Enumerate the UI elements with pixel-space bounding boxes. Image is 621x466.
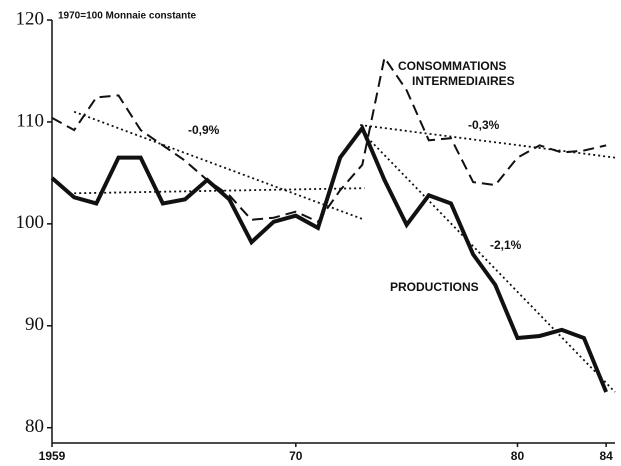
trend-line: [359, 129, 616, 393]
trend-line: [73, 110, 365, 221]
series-line: [50, 124, 608, 393]
y-tick-label: 110: [16, 110, 44, 131]
x-tick-label: 1959: [39, 449, 66, 463]
y-tick-label: 100: [16, 212, 45, 233]
x-tick-label: 70: [289, 449, 303, 463]
y-tick-label: 80: [25, 416, 44, 437]
chart-subtitle: 1970=100 Monnaie constante: [58, 11, 197, 22]
y-tick-label: 120: [16, 8, 45, 29]
annotation: -0,9%: [188, 123, 220, 137]
series-line: [51, 55, 607, 224]
annotation: INTERMEDIAIRES: [412, 74, 515, 88]
annotation: -0,3%: [468, 118, 500, 132]
annotation: -2,1%: [490, 238, 522, 252]
annotation: CONSOMMATIONS: [398, 59, 506, 73]
y-tick-label: 90: [25, 314, 44, 335]
x-tick-label: 80: [511, 449, 525, 463]
x-tick-label: 84: [599, 449, 613, 463]
annotation: PRODUCTIONS: [390, 280, 479, 294]
